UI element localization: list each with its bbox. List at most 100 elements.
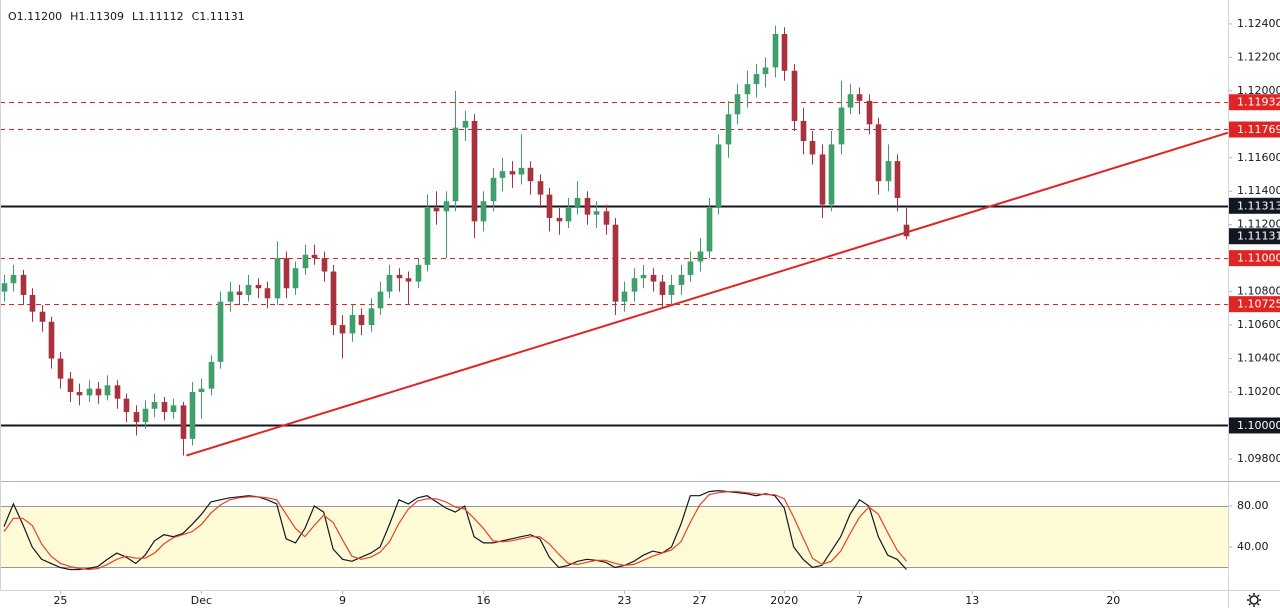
candle-body bbox=[208, 361, 215, 389]
candle-body bbox=[396, 274, 403, 279]
header-key: C bbox=[192, 10, 200, 23]
header-value: 1.11131 bbox=[199, 10, 245, 23]
candle-body bbox=[574, 197, 581, 208]
axis-layer: 1.12400 1.12200 1.12000 1.11600 1.11400 1.112… bbox=[53, 17, 1280, 607]
price-label: 1.10725 bbox=[1237, 298, 1280, 311]
osc-tick-label: 80.00 bbox=[1237, 499, 1269, 512]
y-tick-label: 1.11400 bbox=[1237, 184, 1280, 197]
price-label-box bbox=[1229, 296, 1280, 313]
price-label-box bbox=[1229, 228, 1280, 245]
candle-body bbox=[866, 100, 873, 125]
candle-body bbox=[358, 315, 365, 326]
x-tick-label: 23 bbox=[617, 594, 631, 607]
candle-body bbox=[114, 385, 121, 399]
candle-body bbox=[490, 177, 497, 202]
candle-body bbox=[20, 274, 27, 295]
candle-body bbox=[198, 388, 205, 392]
candle-body bbox=[104, 385, 111, 396]
y-tick-label: 1.09800 bbox=[1237, 452, 1280, 465]
price-label: 1.11000 bbox=[1237, 252, 1280, 265]
candle-body bbox=[668, 284, 675, 295]
candle-body bbox=[151, 402, 158, 409]
candle-body bbox=[283, 258, 290, 289]
candle-body bbox=[678, 274, 685, 285]
header-value: 1.11309 bbox=[78, 10, 124, 23]
price-label: 1.11131 bbox=[1237, 230, 1280, 243]
candle-body bbox=[603, 211, 610, 225]
price-label-box bbox=[1229, 197, 1280, 214]
candle-body bbox=[255, 284, 262, 289]
x-tick-label: 16 bbox=[476, 594, 490, 607]
candle-body bbox=[687, 261, 694, 275]
candle-body bbox=[781, 33, 788, 71]
price-label-box bbox=[1229, 417, 1280, 434]
candle-body bbox=[546, 194, 553, 218]
candle-body bbox=[527, 167, 534, 182]
candle-body bbox=[499, 171, 506, 178]
candle-body bbox=[236, 291, 243, 295]
x-tick-label: 9 bbox=[339, 594, 346, 607]
candle-body bbox=[330, 271, 337, 326]
candle-body bbox=[452, 127, 459, 202]
y-tick-label: 1.10800 bbox=[1237, 285, 1280, 298]
candle-body bbox=[885, 161, 892, 182]
y-tick-label: 1.10200 bbox=[1237, 385, 1280, 398]
y-tick-label: 1.11600 bbox=[1237, 151, 1280, 164]
settings-icon[interactable] bbox=[1247, 593, 1261, 607]
candle-body bbox=[706, 207, 713, 252]
candle-body bbox=[39, 311, 46, 322]
candle-body bbox=[349, 315, 356, 334]
candle-body bbox=[405, 278, 412, 282]
candle-body bbox=[650, 274, 657, 282]
candle-body bbox=[734, 94, 741, 115]
candle-body bbox=[433, 207, 440, 212]
candle-body bbox=[480, 201, 487, 222]
candle-body bbox=[828, 144, 835, 205]
candle-body bbox=[715, 144, 722, 208]
candle-body bbox=[311, 254, 318, 259]
price-label: 1.11313 bbox=[1237, 199, 1280, 212]
candle-body bbox=[189, 391, 196, 439]
candle-body bbox=[875, 124, 882, 182]
candle-body bbox=[819, 154, 826, 205]
candle-body bbox=[772, 33, 779, 68]
candle-body bbox=[659, 281, 666, 295]
candle-body bbox=[809, 141, 816, 155]
candle-body bbox=[217, 301, 224, 362]
candle-body bbox=[856, 94, 863, 101]
candle-body bbox=[133, 412, 140, 423]
candle-body bbox=[377, 291, 384, 309]
candle-body bbox=[509, 171, 516, 175]
candle-body bbox=[556, 217, 563, 222]
candle-body bbox=[170, 405, 177, 413]
candle-body bbox=[142, 408, 149, 423]
candle-body bbox=[697, 251, 704, 262]
header-key: O bbox=[8, 10, 17, 23]
x-tick-label: Dec bbox=[191, 594, 212, 607]
candle-body bbox=[894, 161, 901, 198]
candle-body bbox=[753, 74, 760, 85]
settings-icon-ring bbox=[1249, 595, 1259, 605]
candle-body bbox=[838, 107, 845, 145]
candle-body bbox=[424, 207, 431, 265]
candle-body bbox=[471, 120, 478, 222]
price-label-box bbox=[1229, 250, 1280, 267]
candle-body bbox=[386, 274, 393, 292]
candle-body bbox=[800, 120, 807, 142]
ohlc-header: O1.11200 H1.11309 L1.11112 C1.11131 bbox=[8, 10, 245, 23]
candle-body bbox=[245, 284, 252, 295]
candle-body bbox=[339, 325, 346, 334]
candle-body bbox=[264, 288, 271, 299]
candle-body bbox=[76, 391, 83, 396]
candle-body bbox=[29, 294, 36, 312]
price-label: 1.11769 bbox=[1237, 123, 1280, 136]
candle-body bbox=[48, 321, 55, 359]
candle-body bbox=[321, 258, 328, 272]
candle-body bbox=[621, 291, 628, 302]
trend-line bbox=[186, 131, 1229, 457]
price-label-box bbox=[1229, 121, 1280, 138]
x-tick-label: 7 bbox=[856, 594, 863, 607]
candle-body bbox=[415, 264, 422, 282]
candle-body bbox=[227, 291, 234, 302]
header-value: 1.11112 bbox=[138, 10, 184, 23]
